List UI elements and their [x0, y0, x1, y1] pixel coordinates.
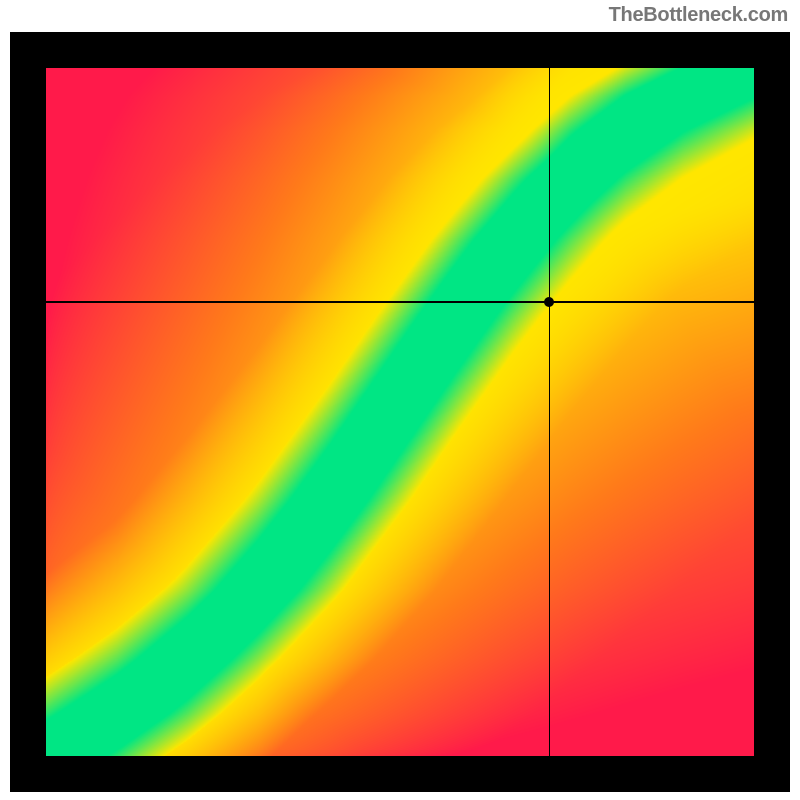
heatmap-canvas — [46, 68, 754, 756]
chart-frame — [10, 32, 790, 792]
attribution-text: TheBottleneck.com — [609, 4, 788, 27]
chart-container: TheBottleneck.com — [0, 0, 800, 800]
crosshair-marker-dot — [544, 297, 554, 307]
crosshair-horizontal — [46, 301, 754, 303]
crosshair-vertical — [549, 68, 551, 756]
